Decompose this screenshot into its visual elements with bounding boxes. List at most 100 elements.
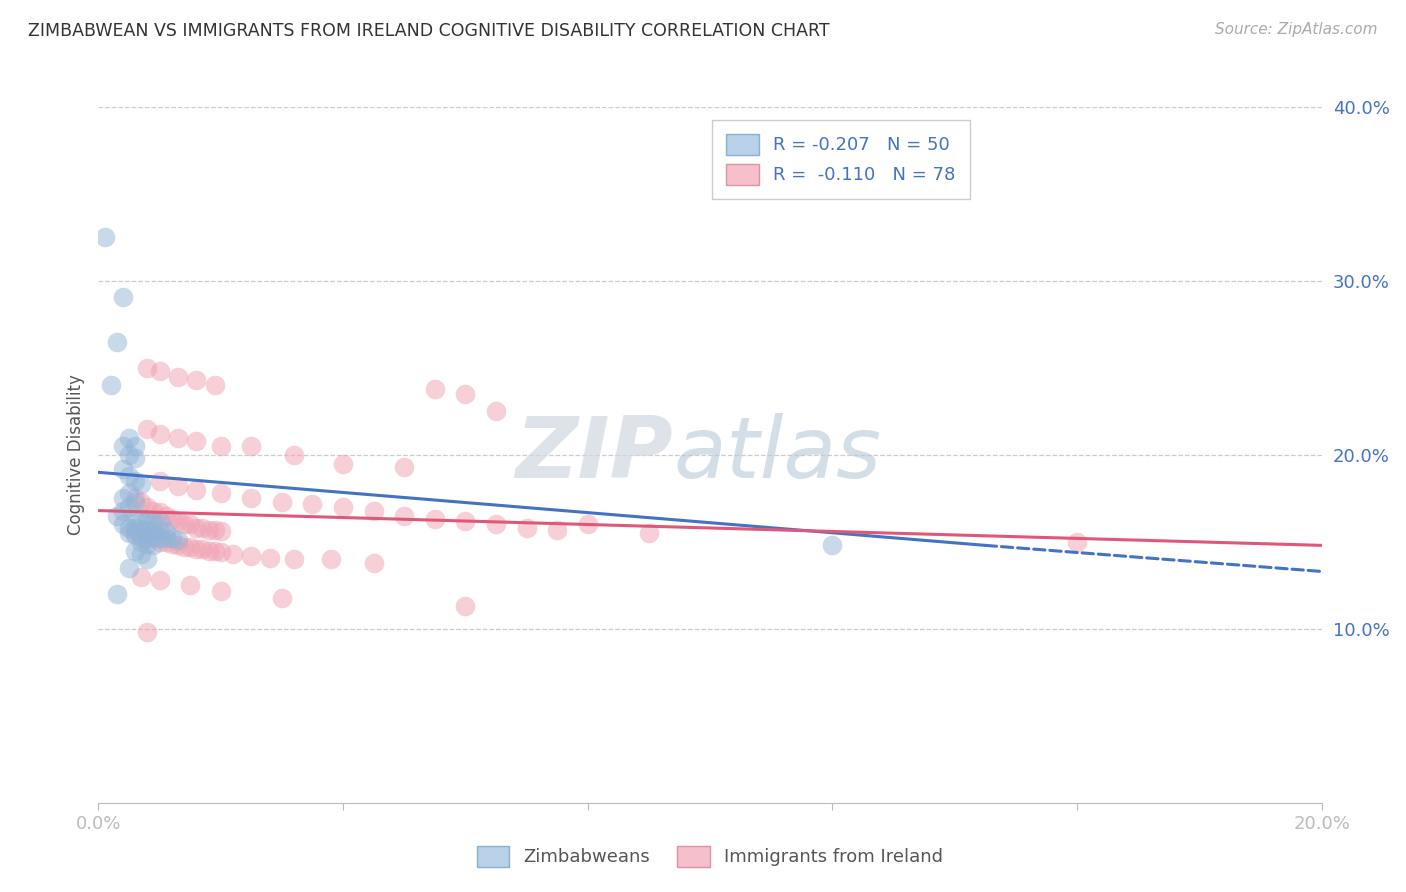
- Point: [186, 373, 208, 387]
- Point: [191, 541, 214, 556]
- Point: [149, 534, 172, 549]
- Text: Source: ZipAtlas.com: Source: ZipAtlas.com: [1215, 22, 1378, 37]
- Point: [124, 495, 146, 509]
- Point: [283, 448, 305, 462]
- Y-axis label: Cognitive Disability: Cognitive Disability: [66, 375, 84, 535]
- Point: [319, 552, 342, 566]
- Point: [392, 460, 416, 475]
- Point: [259, 550, 281, 565]
- Legend: Zimbabweans, Immigrants from Ireland: Zimbabweans, Immigrants from Ireland: [470, 838, 950, 874]
- Point: [124, 474, 146, 488]
- Point: [270, 495, 292, 509]
- Point: [197, 543, 219, 558]
- Point: [124, 528, 146, 542]
- Point: [173, 517, 195, 532]
- Point: [136, 512, 159, 526]
- Point: [363, 556, 385, 570]
- Point: [167, 514, 190, 528]
- Point: [240, 439, 263, 453]
- Point: [129, 530, 152, 544]
- Point: [105, 334, 128, 349]
- Point: [155, 532, 177, 546]
- Point: [111, 503, 134, 517]
- Point: [129, 523, 152, 537]
- Point: [155, 534, 177, 549]
- Point: [186, 483, 208, 497]
- Point: [136, 625, 159, 640]
- Point: [129, 495, 152, 509]
- Point: [124, 512, 146, 526]
- Point: [105, 587, 128, 601]
- Point: [222, 547, 245, 561]
- Point: [129, 534, 152, 549]
- Point: [363, 503, 385, 517]
- Point: [155, 524, 177, 539]
- Point: [454, 387, 477, 401]
- Point: [186, 521, 208, 535]
- Text: ZIMBABWEAN VS IMMIGRANTS FROM IRELAND COGNITIVE DISABILITY CORRELATION CHART: ZIMBABWEAN VS IMMIGRANTS FROM IRELAND CO…: [28, 22, 830, 40]
- Point: [142, 503, 165, 517]
- Point: [454, 599, 477, 614]
- Point: [167, 538, 190, 552]
- Text: atlas: atlas: [673, 413, 882, 497]
- Point: [173, 540, 195, 554]
- Point: [167, 431, 190, 445]
- Point: [204, 523, 226, 537]
- Point: [129, 547, 152, 561]
- Point: [142, 538, 165, 552]
- Point: [301, 497, 323, 511]
- Point: [270, 591, 292, 605]
- Point: [118, 561, 141, 575]
- Point: [821, 538, 844, 552]
- Point: [136, 530, 159, 544]
- Point: [118, 526, 141, 541]
- Point: [136, 360, 159, 375]
- Point: [136, 523, 159, 537]
- Point: [637, 526, 661, 541]
- Point: [149, 364, 172, 378]
- Point: [423, 512, 446, 526]
- Point: [136, 422, 159, 436]
- Point: [142, 514, 165, 528]
- Point: [124, 521, 146, 535]
- Point: [209, 583, 232, 598]
- Point: [118, 521, 141, 535]
- Text: ZIP: ZIP: [516, 413, 673, 497]
- Point: [142, 532, 165, 546]
- Point: [167, 479, 190, 493]
- Point: [149, 514, 172, 528]
- Point: [204, 543, 226, 558]
- Point: [576, 517, 599, 532]
- Point: [129, 512, 152, 526]
- Point: [93, 230, 115, 244]
- Point: [136, 536, 159, 550]
- Point: [142, 523, 165, 537]
- Point: [149, 427, 172, 442]
- Point: [118, 486, 141, 500]
- Point: [149, 532, 172, 546]
- Point: [186, 541, 208, 556]
- Point: [142, 530, 165, 544]
- Point: [129, 570, 152, 584]
- Point: [160, 512, 183, 526]
- Point: [179, 578, 201, 592]
- Point: [485, 404, 508, 418]
- Point: [118, 468, 141, 483]
- Point: [118, 448, 141, 462]
- Point: [149, 474, 172, 488]
- Point: [129, 528, 152, 542]
- Point: [485, 517, 508, 532]
- Point: [197, 523, 219, 537]
- Point: [516, 521, 538, 535]
- Point: [136, 500, 159, 514]
- Point: [149, 505, 172, 519]
- Point: [111, 462, 134, 476]
- Point: [111, 491, 134, 506]
- Point: [240, 549, 263, 563]
- Point: [546, 523, 568, 537]
- Point: [105, 508, 128, 523]
- Point: [124, 491, 146, 506]
- Point: [209, 545, 232, 559]
- Point: [191, 521, 214, 535]
- Point: [160, 532, 183, 546]
